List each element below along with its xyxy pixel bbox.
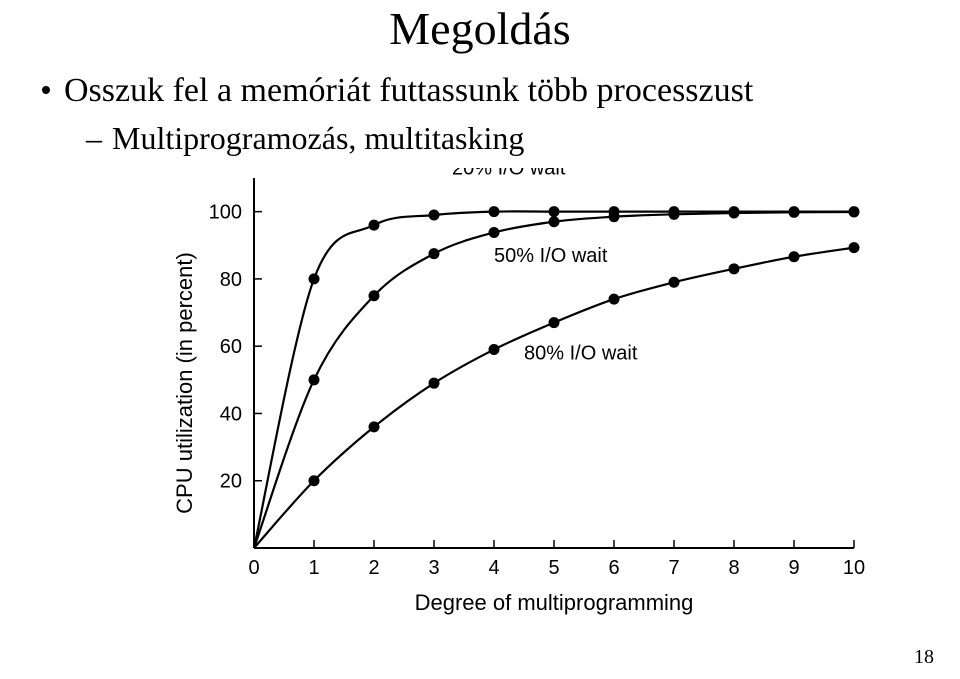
svg-text:20: 20 xyxy=(220,471,242,493)
svg-text:3: 3 xyxy=(428,557,439,579)
svg-text:9: 9 xyxy=(788,557,799,579)
svg-text:CPU utilization (in percent): CPU utilization (in percent) xyxy=(172,252,197,514)
svg-text:100: 100 xyxy=(209,202,242,224)
svg-text:20% I/O wait: 20% I/O wait xyxy=(452,168,566,180)
svg-text:5: 5 xyxy=(548,557,559,579)
svg-text:80% I/O wait: 80% I/O wait xyxy=(524,343,638,365)
svg-text:8: 8 xyxy=(728,557,739,579)
svg-text:10: 10 xyxy=(843,557,865,579)
dash-icon: – xyxy=(86,120,102,156)
svg-text:Degree of multiprogramming: Degree of multiprogramming xyxy=(415,590,694,615)
sub-bullet-line: –Multiprogramozás, multitasking xyxy=(86,120,524,157)
bullet-text: Osszuk fel a memóriát futtassunk több pr… xyxy=(64,72,753,109)
sub-bullet-text: Multiprogramozás, multitasking xyxy=(112,120,524,156)
page-title: Megoldás xyxy=(0,2,960,55)
svg-text:0: 0 xyxy=(248,557,259,579)
svg-text:1: 1 xyxy=(308,557,319,579)
svg-text:2: 2 xyxy=(368,557,379,579)
svg-text:4: 4 xyxy=(488,557,499,579)
page-number: 18 xyxy=(914,646,934,669)
svg-text:80: 80 xyxy=(220,269,242,291)
cpu-utilization-chart: 20 40 60 80 100 0 1 2 3 4 5 6 7 8 9 10 Degree of multipr… xyxy=(162,168,882,648)
svg-text:7: 7 xyxy=(668,557,679,579)
svg-text:50% I/O wait: 50% I/O wait xyxy=(494,245,608,267)
svg-text:60: 60 xyxy=(220,336,242,358)
svg-text:40: 40 xyxy=(220,403,242,425)
bullet-line: Osszuk fel a memóriát futtassunk több pr… xyxy=(42,72,753,110)
bullet-icon xyxy=(42,86,50,94)
chart-svg: 20 40 60 80 100 0 1 2 3 4 5 6 7 8 9 10 Degree of multipr… xyxy=(162,168,882,648)
svg-text:6: 6 xyxy=(608,557,619,579)
